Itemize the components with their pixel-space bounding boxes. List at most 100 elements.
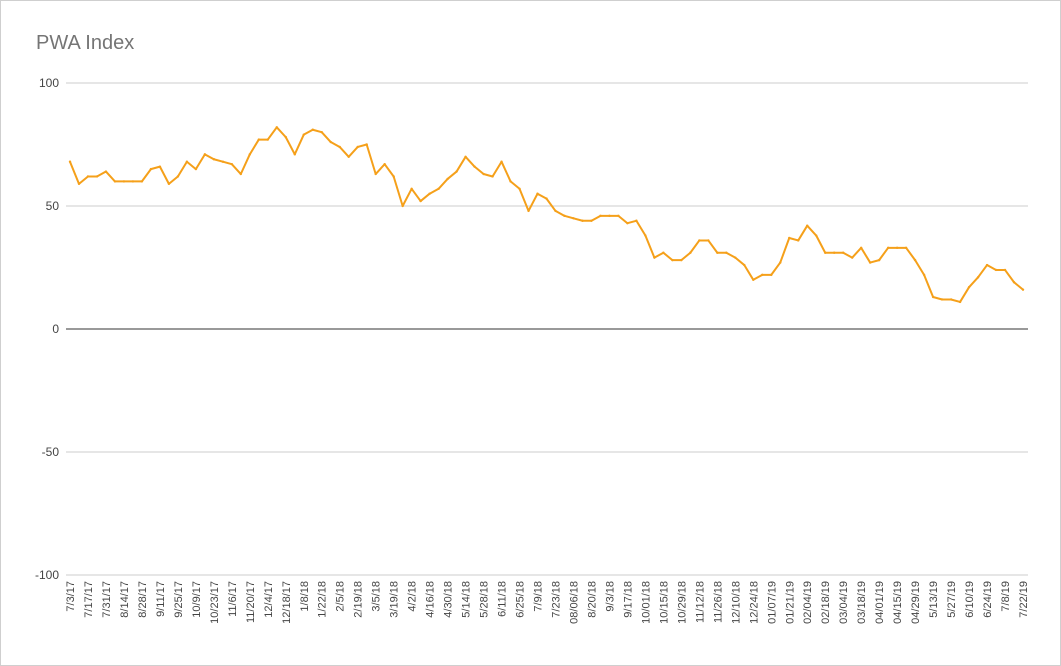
x-tick-label: 9/25/17 — [173, 581, 185, 618]
data-point — [797, 239, 800, 242]
x-tick-label: 12/4/17 — [263, 581, 275, 618]
data-point — [77, 182, 81, 186]
x-tick-label: 01/07/19 — [766, 581, 778, 624]
data-point — [176, 175, 180, 178]
data-point — [500, 160, 503, 163]
data-point — [455, 170, 458, 173]
data-point — [410, 187, 413, 190]
data-point — [68, 160, 72, 163]
data-point — [815, 234, 818, 237]
data-point — [824, 251, 827, 254]
data-point — [365, 143, 368, 146]
data-point — [527, 209, 530, 213]
data-point — [572, 217, 575, 220]
data-point — [374, 172, 377, 176]
data-point — [617, 214, 620, 218]
data-point — [698, 239, 701, 242]
data-point — [536, 192, 539, 195]
data-point — [95, 175, 99, 178]
data-point — [680, 258, 683, 262]
data-point — [212, 158, 216, 161]
data-point — [266, 138, 269, 141]
data-point — [779, 261, 782, 264]
series-layer — [68, 126, 1025, 304]
data-point — [320, 131, 323, 134]
x-tick-label: 1/22/18 — [317, 581, 329, 618]
x-tick-label: 11/26/18 — [712, 581, 724, 623]
data-point — [329, 140, 332, 144]
data-point — [482, 172, 485, 176]
data-point — [284, 135, 287, 139]
data-point — [545, 197, 548, 200]
x-tick-label: 03/04/19 — [838, 581, 850, 624]
gridlines — [66, 82, 1028, 576]
data-point — [509, 180, 512, 183]
data-point — [401, 204, 404, 208]
data-point — [725, 251, 728, 254]
data-point — [895, 246, 899, 250]
data-point — [913, 258, 917, 262]
data-point — [850, 256, 854, 259]
data-point — [518, 187, 521, 190]
x-tick-label: 8/20/18 — [586, 581, 598, 618]
data-point — [149, 167, 153, 171]
data-point — [994, 268, 998, 272]
data-point — [185, 160, 189, 163]
data-point — [293, 153, 296, 156]
data-point — [122, 180, 126, 183]
x-tick-label: 02/04/19 — [802, 581, 814, 624]
data-point — [788, 236, 791, 240]
x-tick-label: 04/15/19 — [892, 581, 904, 624]
data-point — [931, 295, 935, 299]
data-point — [752, 278, 755, 281]
x-tick-label: 01/21/19 — [784, 581, 796, 624]
data-point — [877, 258, 881, 262]
data-point — [608, 214, 611, 218]
data-point — [644, 234, 647, 237]
data-point — [707, 239, 710, 242]
data-point — [1012, 281, 1016, 284]
data-point — [356, 145, 359, 149]
x-tick-label: 1/8/18 — [299, 581, 311, 612]
x-tick-label: 7/3/17 — [65, 581, 77, 612]
y-tick-label: -100 — [35, 568, 59, 582]
data-point — [581, 219, 584, 222]
data-point — [113, 180, 117, 183]
data-point — [104, 170, 108, 173]
x-tick-label: 7/17/17 — [83, 581, 95, 618]
x-tick-label: 02/18/19 — [820, 581, 832, 624]
data-point — [922, 273, 926, 277]
data-point — [967, 285, 971, 289]
x-tick-label: 6/25/18 — [515, 581, 527, 618]
data-point — [86, 175, 90, 178]
x-tick-label: 04/29/19 — [910, 581, 922, 624]
data-point — [419, 199, 422, 203]
x-tick-label: 4/30/18 — [443, 581, 455, 618]
x-tick-label: 7/22/19 — [1018, 581, 1030, 618]
data-point — [239, 172, 243, 176]
data-point — [473, 165, 476, 168]
data-point — [886, 246, 890, 250]
data-point — [1021, 288, 1025, 291]
data-point — [257, 138, 260, 141]
data-point — [671, 258, 674, 262]
x-tick-label: 5/27/19 — [946, 581, 958, 618]
x-tick-label: 4/16/18 — [425, 581, 437, 618]
x-tick-label: 10/01/18 — [640, 581, 652, 624]
data-point — [221, 160, 225, 163]
data-point — [743, 263, 746, 267]
data-point — [140, 180, 144, 183]
data-point — [428, 192, 431, 195]
data-point — [904, 246, 908, 250]
data-point — [976, 276, 980, 279]
data-point — [734, 256, 737, 259]
y-tick-label: -50 — [42, 445, 60, 459]
data-point — [868, 261, 872, 264]
data-point — [806, 224, 809, 227]
y-tick-label: 50 — [46, 199, 60, 213]
data-point — [302, 133, 305, 136]
data-point — [716, 251, 719, 254]
x-tick-label: 10/15/18 — [658, 581, 670, 624]
data-point — [491, 175, 494, 178]
data-point — [761, 273, 764, 277]
